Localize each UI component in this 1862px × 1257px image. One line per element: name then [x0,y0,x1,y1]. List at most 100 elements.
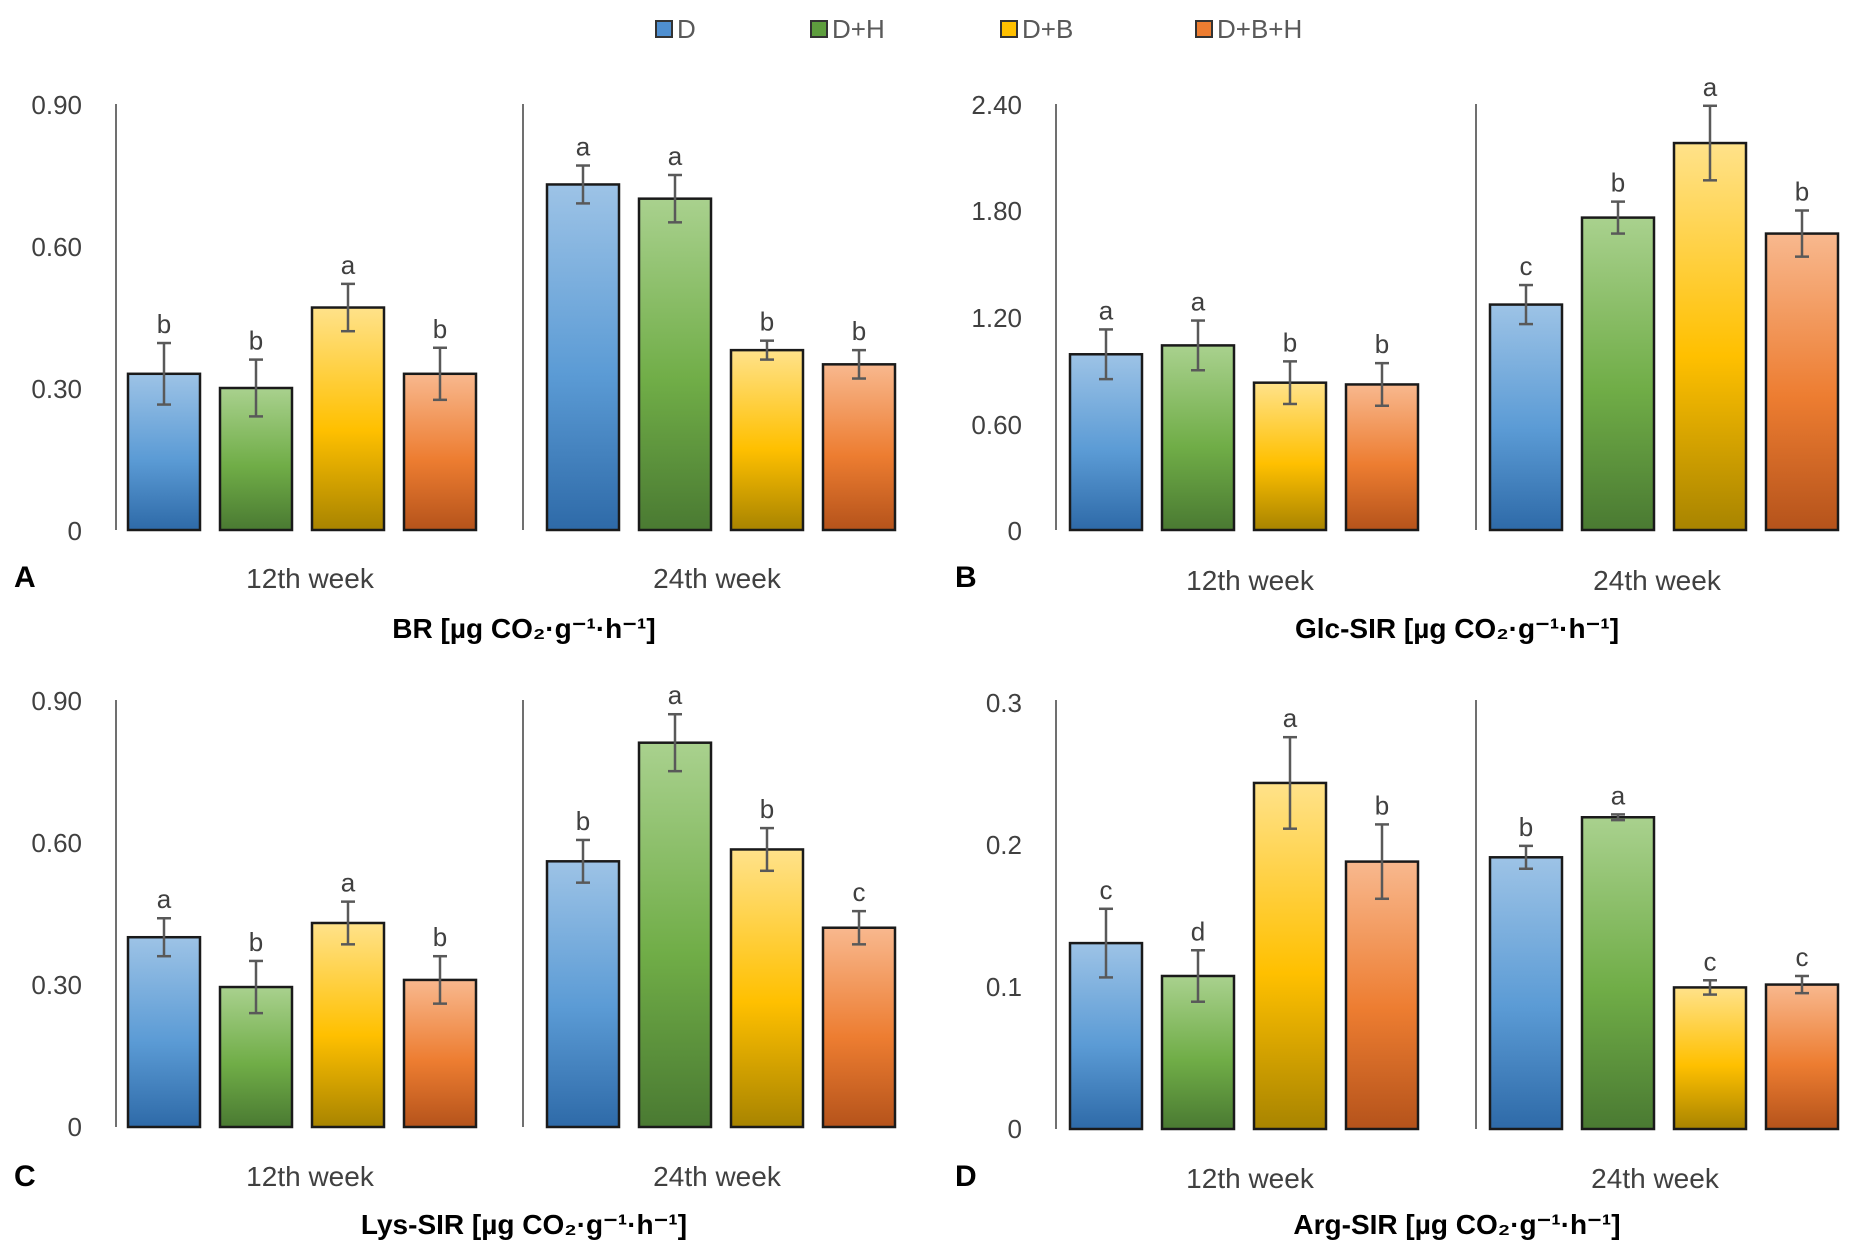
panel-d-g1-dbh-sig-letter: c [1796,942,1809,972]
panel-b-g0-db-sig-letter: b [1283,327,1297,357]
panel-b-letter: B [955,561,977,594]
panel-b-g1-dh-sig-letter: b [1611,168,1625,198]
panel-a-g1-dh-bar [637,197,713,532]
panel-c-g0-dbh-sig-letter: b [433,922,447,952]
legend-item-dh: D+H [810,14,885,44]
panel-c-group-label-24: 24th week [653,1161,782,1192]
panel-b-ytick-0-60: 0.60 [971,410,1022,440]
panel-d-ytick-0-3: 0.3 [986,688,1022,718]
panel-a-g1-db-sig-letter: b [760,307,774,337]
panel-a-axis-title: BR [µg CO₂·g⁻¹·h⁻¹] [392,613,655,644]
panel-d-g1-dh-bar [1580,816,1656,1131]
panel-c-axis-title: Lys-SIR [µg CO₂·g⁻¹·h⁻¹] [361,1209,687,1240]
panel-d-g1-db-bar [1672,986,1748,1131]
panel-d-g1-d-sig-letter: b [1519,812,1533,842]
panel-c-g1-d-bar [545,860,621,1129]
panel-b-ytick-1-20: 1.20 [971,303,1022,333]
panel-d: c d a b b a c c D 12th week 24th week Arg-SIR [… [955,688,1840,1240]
panel-d-g1-d-bar [1488,856,1564,1131]
panel-a-ytick-0: 0 [68,516,82,546]
panel-d-g1-db-sig-letter: c [1704,946,1717,976]
panel-b-g0-dh-bar [1160,344,1236,532]
panel-b-ytick-1-80: 1.80 [971,196,1022,226]
panel-b-g1-dbh-sig-letter: b [1795,177,1809,207]
panel-c-g1-dbh-sig-letter: c [853,877,866,907]
panel-d-bars: c d a b b a c c [1055,700,1840,1131]
legend-label-dh: D+H [832,13,885,44]
panel-b-g1-d-sig-letter: c [1520,251,1533,281]
panel-b-group-label-12: 12th week [1186,565,1315,596]
panel-d-ytick-0: 0 [1008,1114,1022,1144]
legend-swatch-dbh [1195,20,1213,38]
panel-a-g1-dbh-bar [821,363,897,532]
panel-a-ytick-0-90: 0.90 [31,90,82,120]
panel-d-group-label-12: 12th week [1186,1163,1315,1194]
panel-a-g1-d-bar [545,183,621,532]
panel-d-g0-db-sig-letter: a [1283,703,1298,733]
panel-c-group-label-12: 12th week [246,1161,375,1192]
panel-a-g0-d-bar [126,372,202,532]
panel-c-g0-db-bar [310,921,386,1129]
panel-d-letter: D [955,1160,977,1193]
panel-b-group-label-24: 24th week [1593,565,1722,596]
panel-c-ytick-0-30: 0.30 [31,970,82,1000]
legend-item-dbh: D+B+H [1195,14,1302,44]
panel-c-ytick-0: 0 [68,1112,82,1142]
panel-d-g0-d-sig-letter: c [1100,875,1113,905]
panel-d-group-label-24: 24th week [1591,1163,1720,1194]
legend-swatch-d [655,20,673,38]
legend-label-dbh: D+B+H [1217,13,1303,44]
panel-d-axis-title: Arg-SIR [µg CO₂·g⁻¹·h⁻¹] [1293,1209,1620,1240]
panel-b-g1-db-bar [1672,141,1748,532]
panel-b-ytick-0: 0 [1008,516,1022,546]
panel-a-g0-d-sig-letter: b [157,309,171,339]
panel-b-g0-d-bar [1068,353,1144,532]
panel-a-g0-db-sig-letter: a [341,250,356,280]
panel-a-g1-dbh-sig-letter: b [852,316,866,346]
panel-c-g0-d-sig-letter: a [157,884,172,914]
panel-c-g1-db-bar [729,848,805,1129]
legend-swatch-db [1000,20,1018,38]
panel-c-g0-db-sig-letter: a [341,868,356,898]
panel-d-g0-db-bar [1252,781,1328,1131]
panel-b-g1-dh-bar [1580,216,1656,532]
panel-b-g0-dbh-sig-letter: b [1375,329,1389,359]
legend-item-db: D+B [1000,14,1073,44]
panel-c-letter: C [14,1160,36,1193]
panel-a-g0-db-bar [310,306,386,532]
panel-d-g0-dbh-sig-letter: b [1375,790,1389,820]
panel-c-ytick-0-90: 0.90 [31,686,82,716]
panel-c-g1-dh-bar [637,741,713,1129]
panel-b-g1-d-bar [1488,303,1564,532]
panel-c-g1-db-sig-letter: b [760,794,774,824]
panel-b-g0-dbh-bar [1344,383,1420,532]
panel-a-ytick-0-30: 0.30 [31,374,82,404]
panel-b-g0-dh-sig-letter: a [1191,287,1206,317]
panel-c-g1-d-sig-letter: b [576,806,590,836]
panel-d-ytick-0-1: 0.1 [986,972,1022,1002]
panel-c: a b a b b a b c C 12th week 24th week Lys-SIR [… [14,680,897,1240]
panel-c-bars: a b a b b a b c [115,680,897,1129]
legend: D D+H D+B D+B+H [0,14,1862,44]
panel-d-g0-dbh-bar [1344,860,1420,1131]
panel-c-g1-dh-sig-letter: a [668,680,683,710]
panel-b-ytick-2-40: 2.40 [971,90,1022,120]
panel-a-g1-dh-sig-letter: a [668,141,683,171]
panel-a-g0-dbh-sig-letter: b [433,314,447,344]
panel-d-g1-dbh-bar [1764,983,1840,1131]
panel-b-g1-dbh-bar [1764,232,1840,532]
panel-a-bars: b b a b a a b b [115,104,897,532]
legend-item-d: D [655,14,696,44]
legend-swatch-dh [810,20,828,38]
panel-b: a a b b c b a b B 12th week 24th week Glc-SIR [… [955,72,1840,644]
panel-a-g1-d-sig-letter: a [576,132,591,162]
panel-c-ytick-0-60: 0.60 [31,828,82,858]
panel-d-g1-dh-sig-letter: a [1611,780,1626,810]
panel-d-ytick-0-2: 0.2 [986,830,1022,860]
panel-c-g0-dh-sig-letter: b [249,927,263,957]
panel-b-g0-d-sig-letter: a [1099,295,1114,325]
panel-a-g0-dh-sig-letter: b [249,326,263,356]
panel-a-g1-db-bar [729,348,805,532]
panel-a: b b a b a a b b A 12th week 24th week BR [µg CO… [14,90,897,644]
